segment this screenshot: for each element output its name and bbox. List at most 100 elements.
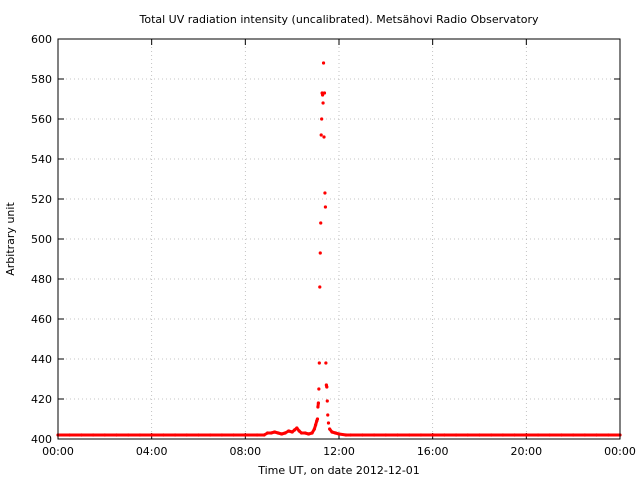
x-tick-label: 04:00 [136, 445, 168, 458]
y-tick-label: 440 [31, 353, 52, 366]
y-tick-label: 580 [31, 73, 52, 86]
chart-title: Total UV radiation intensity (uncalibrat… [139, 13, 539, 26]
data-point [489, 433, 493, 437]
data-point [292, 428, 297, 432]
data-point [524, 433, 528, 437]
y-tick-label: 520 [31, 193, 52, 206]
y-tick-label: 460 [31, 313, 52, 326]
y-tick-label: 600 [31, 33, 52, 46]
data-point [321, 61, 326, 65]
y-tick-label: 420 [31, 393, 52, 406]
y-tick-label: 400 [31, 433, 52, 446]
data-point [466, 433, 470, 437]
data-point [312, 427, 317, 431]
data-point [161, 433, 165, 437]
x-tick-label: 20:00 [510, 445, 542, 458]
data-point [243, 433, 247, 437]
data-series [56, 61, 622, 437]
data-point [594, 433, 599, 437]
data-point [315, 417, 320, 421]
data-point [407, 433, 411, 437]
x-axis-label: Time UT, on date 2012-12-01 [257, 464, 420, 477]
data-point [290, 430, 294, 434]
data-point [325, 385, 329, 389]
data-point [320, 117, 324, 121]
data-point [324, 361, 328, 365]
data-point [513, 433, 517, 437]
data-point [185, 433, 189, 437]
data-point [68, 433, 72, 437]
data-point [325, 399, 329, 403]
data-point [442, 433, 446, 437]
y-tick-label: 560 [31, 113, 52, 126]
data-point [431, 433, 435, 437]
data-point [330, 430, 334, 434]
data-point [173, 433, 177, 437]
data-point [220, 433, 224, 437]
data-point [454, 433, 458, 437]
x-tick-label: 16:00 [417, 445, 449, 458]
data-point [126, 433, 130, 437]
data-point [319, 221, 323, 225]
data-point [583, 433, 587, 437]
data-point [360, 433, 365, 437]
data-point [283, 431, 287, 435]
data-point [372, 433, 376, 437]
data-point [306, 432, 311, 436]
data-point [419, 433, 423, 437]
data-point [303, 431, 307, 435]
data-point [273, 430, 277, 434]
data-point [318, 251, 322, 255]
data-point [138, 433, 142, 437]
data-point [262, 433, 266, 437]
grid-lines [58, 39, 620, 439]
data-point [322, 135, 326, 139]
data-point [208, 433, 212, 437]
x-tick-label: 12:00 [323, 445, 355, 458]
tick-labels: 400 420 440 460 480 500 520 540 560 580 600 00:00 04… [31, 33, 636, 458]
data-point [477, 433, 482, 437]
data-point [319, 133, 323, 137]
data-point [269, 431, 273, 435]
data-point [536, 433, 540, 437]
data-point [606, 433, 610, 437]
data-point [91, 433, 95, 437]
data-point [280, 432, 284, 436]
data-point [313, 423, 318, 427]
data-point [150, 433, 154, 437]
data-point [344, 433, 348, 437]
data-point [79, 433, 84, 437]
data-point [318, 285, 322, 289]
data-point [337, 432, 341, 436]
data-point [114, 433, 119, 437]
data-point [321, 93, 325, 97]
y-tick-label: 540 [31, 153, 52, 166]
data-point [321, 101, 325, 105]
data-point [501, 433, 505, 437]
data-point [297, 429, 301, 433]
data-point [323, 191, 327, 195]
data-point [316, 405, 320, 409]
data-point [559, 433, 564, 437]
x-tick-label: 08:00 [229, 445, 261, 458]
x-tick-label: 00:00 [42, 445, 74, 458]
data-point [326, 413, 330, 417]
data-point [548, 433, 552, 437]
data-point [265, 431, 270, 435]
data-point [299, 431, 304, 435]
x-tick-label: 00:00 [604, 445, 636, 458]
y-tick-label: 480 [31, 273, 52, 286]
data-point [349, 433, 353, 437]
data-point [322, 91, 327, 95]
data-point [571, 433, 575, 437]
data-point [310, 431, 314, 435]
data-point [326, 421, 331, 425]
data-point [255, 433, 259, 437]
y-axis-label: Arbitrary unit [4, 202, 17, 276]
data-point [232, 433, 236, 437]
data-point [395, 433, 400, 437]
data-point [317, 361, 321, 365]
plot-frame [57, 38, 621, 440]
